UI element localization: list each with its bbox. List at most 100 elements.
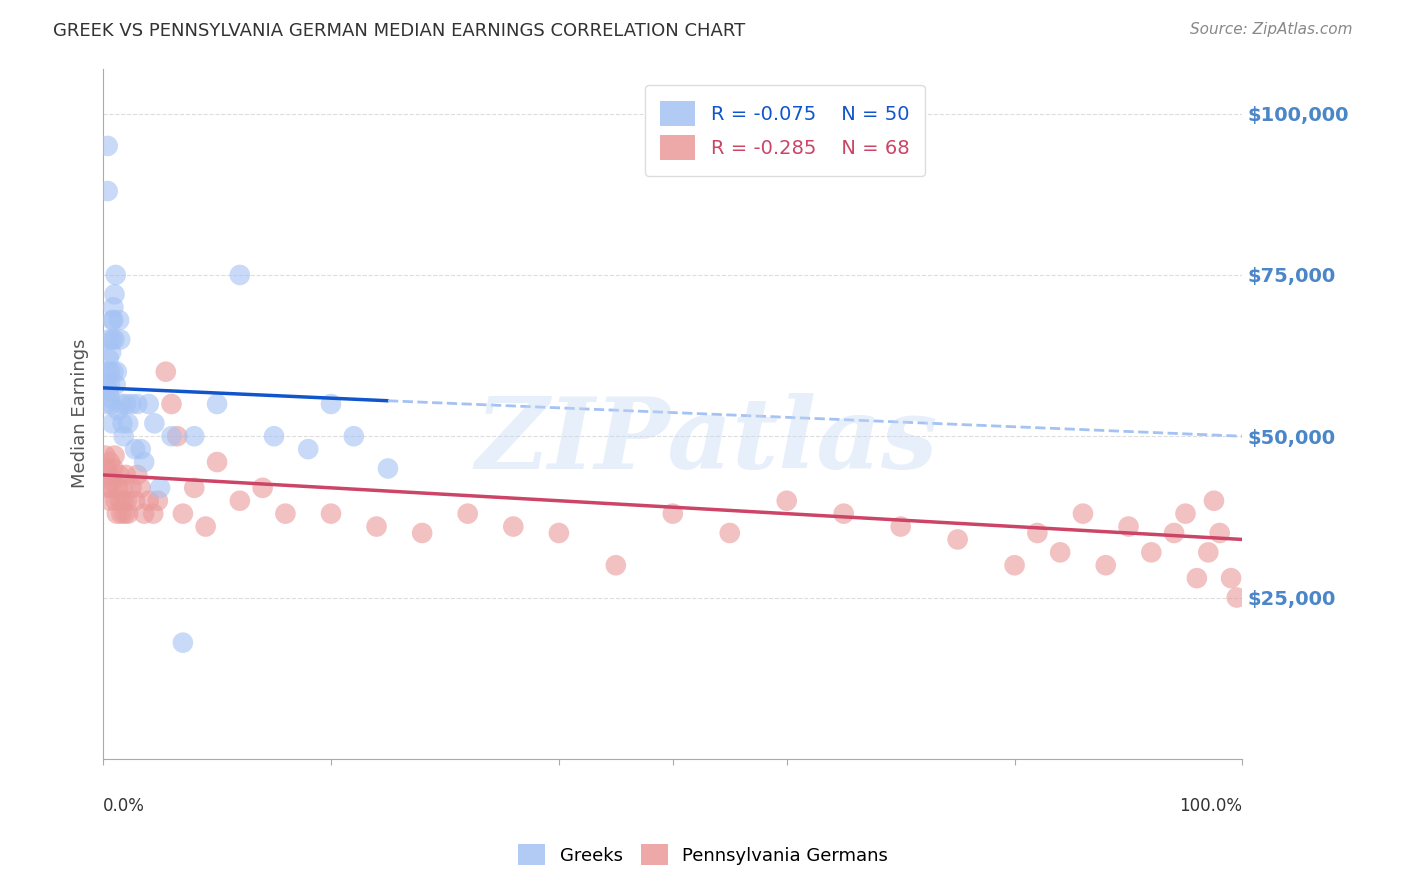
Point — [1094, 558, 1116, 573]
Point — [946, 533, 969, 547]
Point — [110, 397, 132, 411]
Point — [101, 417, 124, 431]
Point — [547, 526, 569, 541]
Point — [103, 365, 125, 379]
Point — [117, 507, 139, 521]
Point — [103, 287, 125, 301]
Point — [115, 493, 138, 508]
Point — [112, 493, 135, 508]
Point — [100, 397, 122, 411]
Text: 100.0%: 100.0% — [1180, 797, 1243, 814]
Text: ZIPatlas: ZIPatlas — [475, 393, 938, 490]
Point — [1026, 526, 1049, 541]
Point — [662, 507, 685, 521]
Point — [110, 493, 132, 508]
Point — [502, 519, 524, 533]
Legend: R = -0.075    N = 50, R = -0.285    N = 68: R = -0.075 N = 50, R = -0.285 N = 68 — [645, 85, 925, 176]
Point — [97, 184, 120, 198]
Point — [1226, 591, 1249, 605]
Point — [101, 333, 124, 347]
Point — [111, 481, 134, 495]
Point — [124, 493, 146, 508]
Point — [205, 455, 228, 469]
Point — [149, 481, 172, 495]
Point — [172, 507, 194, 521]
Point — [105, 365, 128, 379]
Point — [718, 526, 741, 541]
Point — [117, 417, 139, 431]
Point — [172, 635, 194, 649]
Point — [94, 397, 117, 411]
Legend: Greeks, Pennsylvania Germans: Greeks, Pennsylvania Germans — [509, 835, 897, 874]
Point — [103, 449, 125, 463]
Point — [138, 493, 160, 508]
Text: GREEK VS PENNSYLVANIA GERMAN MEDIAN EARNINGS CORRELATION CHART: GREEK VS PENNSYLVANIA GERMAN MEDIAN EARN… — [53, 22, 745, 40]
Point — [252, 481, 274, 495]
Point — [411, 526, 433, 541]
Y-axis label: Median Earnings: Median Earnings — [72, 339, 89, 489]
Point — [96, 461, 118, 475]
Point — [98, 377, 121, 392]
Point — [1071, 507, 1094, 521]
Point — [166, 429, 188, 443]
Point — [108, 313, 131, 327]
Point — [605, 558, 627, 573]
Point — [160, 429, 183, 443]
Point — [832, 507, 855, 521]
Point — [134, 455, 156, 469]
Point — [274, 507, 297, 521]
Point — [107, 403, 129, 417]
Point — [129, 442, 152, 457]
Point — [1163, 526, 1185, 541]
Point — [115, 467, 138, 482]
Point — [111, 417, 134, 431]
Point — [146, 493, 169, 508]
Point — [1140, 545, 1163, 559]
Point — [1185, 571, 1208, 585]
Point — [98, 493, 121, 508]
Point — [142, 507, 165, 521]
Point — [97, 481, 120, 495]
Point — [97, 333, 120, 347]
Point — [112, 429, 135, 443]
Point — [100, 481, 122, 495]
Point — [183, 429, 205, 443]
Point — [319, 507, 342, 521]
Point — [127, 397, 149, 411]
Point — [143, 417, 166, 431]
Point — [114, 507, 136, 521]
Text: 0.0%: 0.0% — [103, 797, 145, 814]
Point — [776, 493, 799, 508]
Point — [103, 333, 125, 347]
Point — [105, 507, 128, 521]
Point — [97, 467, 120, 482]
Point — [183, 481, 205, 495]
Point — [229, 268, 252, 282]
Point — [1202, 493, 1225, 508]
Point — [138, 397, 160, 411]
Point — [1208, 526, 1230, 541]
Point — [104, 268, 127, 282]
Point — [97, 351, 120, 366]
Point — [121, 481, 143, 495]
Point — [1197, 545, 1219, 559]
Point — [129, 481, 152, 495]
Point — [97, 384, 120, 398]
Point — [160, 397, 183, 411]
Point — [103, 461, 125, 475]
Point — [194, 519, 217, 533]
Point — [229, 493, 252, 508]
Point — [124, 442, 146, 457]
Point — [1118, 519, 1140, 533]
Point — [890, 519, 912, 533]
Point — [1004, 558, 1026, 573]
Point — [104, 377, 127, 392]
Point — [366, 519, 388, 533]
Point — [104, 493, 127, 508]
Point — [121, 397, 143, 411]
Point — [103, 313, 125, 327]
Point — [115, 397, 138, 411]
Point — [96, 365, 118, 379]
Point — [1174, 507, 1197, 521]
Point — [1220, 571, 1243, 585]
